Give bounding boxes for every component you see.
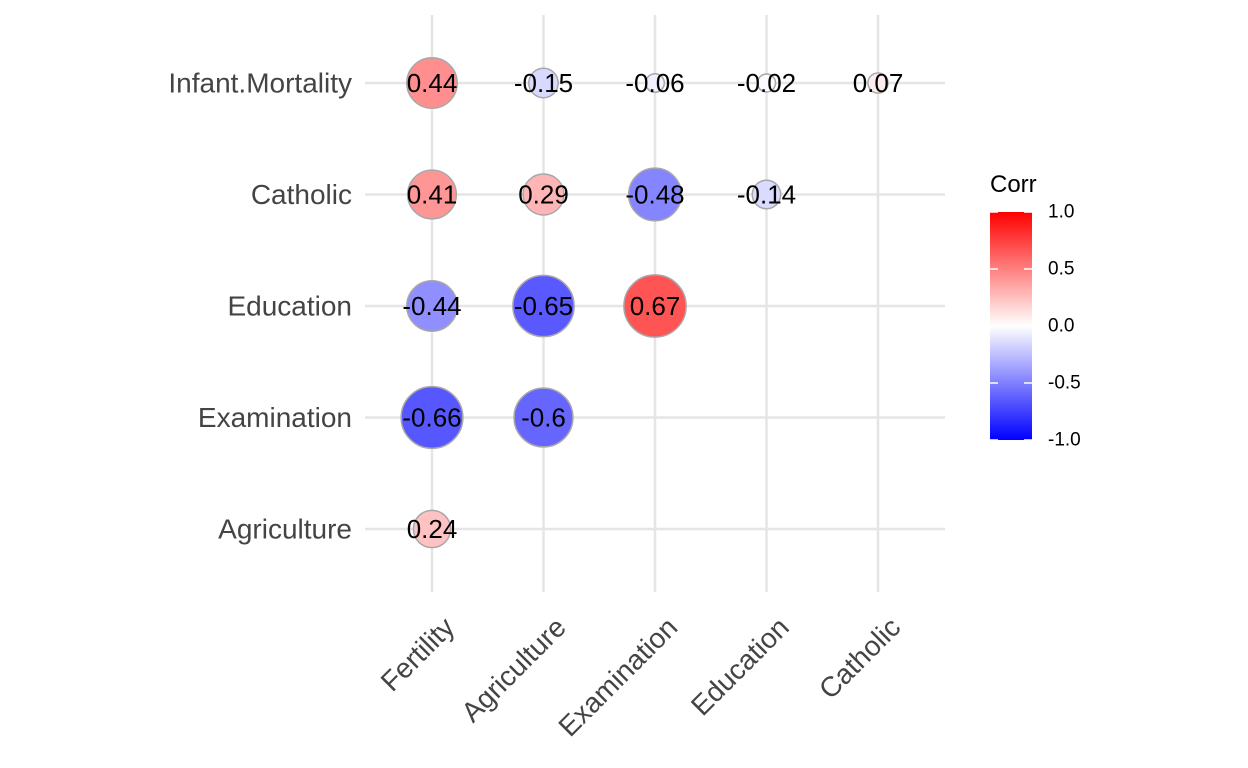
correlation-circle bbox=[522, 173, 565, 216]
y-tick-label: Infant.Mortality bbox=[168, 68, 352, 99]
y-tick-label: Agriculture bbox=[218, 514, 352, 545]
x-tick-label: Education bbox=[685, 611, 795, 721]
correlation-circle bbox=[512, 274, 575, 338]
y-tick-label: Education bbox=[227, 291, 352, 322]
correlation-value-label: 0.41 bbox=[407, 180, 458, 210]
legend-tick-label: 0.5 bbox=[1048, 259, 1074, 280]
correlation-value-label: -0.6 bbox=[521, 403, 566, 433]
correlation-circle bbox=[751, 179, 782, 210]
correlation-value-label: 0.67 bbox=[630, 291, 681, 321]
legend-tick-label: 0.0 bbox=[1048, 316, 1074, 337]
correlation-circle bbox=[513, 387, 574, 448]
correlation-value-label: -0.02 bbox=[737, 68, 796, 98]
legend-tick-label: -1.0 bbox=[1048, 430, 1081, 451]
legend-tick-label: -0.5 bbox=[1048, 373, 1081, 394]
correlation-circle bbox=[528, 67, 559, 99]
correlation-value-label: -0.44 bbox=[402, 291, 461, 321]
correlation-circle bbox=[406, 169, 458, 220]
correlation-value-label: -0.15 bbox=[514, 68, 573, 98]
correlation-circle bbox=[644, 72, 666, 94]
correlation-value-label: 0.07 bbox=[853, 68, 904, 98]
correlation-value-label: -0.06 bbox=[625, 68, 684, 98]
correlation-circle bbox=[627, 167, 683, 222]
x-tick-label: Agriculture bbox=[455, 611, 572, 728]
y-axis-labels: Agriculture Examination Education Catholic I… bbox=[168, 68, 352, 545]
correlation-circle bbox=[756, 73, 777, 93]
color-legend: Corr 1.0 0.5 0.0 -0.5 -1.0 bbox=[990, 171, 1081, 451]
correlation-circle bbox=[400, 385, 464, 450]
correlation-value-label: 0.44 bbox=[407, 68, 458, 98]
legend-title: Corr bbox=[990, 171, 1037, 198]
y-tick-label: Examination bbox=[198, 402, 352, 433]
correlation-value-label: 0.29 bbox=[518, 180, 569, 210]
correlation-value-label: -0.14 bbox=[737, 180, 796, 210]
correlation-circle bbox=[623, 274, 687, 338]
correlation-circle bbox=[406, 57, 458, 109]
x-tick-label: Catholic bbox=[813, 611, 906, 704]
correlation-circle bbox=[406, 280, 458, 332]
correlation-cells: 0.24 -0.66 -0.6 -0.44 -0.65 0.67 0.41 0.29 -0.48… bbox=[400, 57, 904, 549]
legend-ticks: 1.0 0.5 0.0 -0.5 -1.0 bbox=[990, 202, 1081, 451]
x-tick-label: Fertility bbox=[375, 611, 461, 697]
correlation-value-label: -0.65 bbox=[514, 291, 573, 321]
legend-tick-label: 1.0 bbox=[1048, 202, 1074, 223]
y-tick-label: Catholic bbox=[251, 179, 352, 210]
correlation-circle bbox=[412, 509, 452, 549]
correlation-value-label: 0.24 bbox=[407, 514, 458, 544]
correlation-value-label: -0.66 bbox=[402, 403, 461, 433]
correlation-circle bbox=[867, 72, 889, 94]
x-tick-label: Examination bbox=[553, 611, 684, 742]
correlation-value-label: -0.48 bbox=[625, 180, 684, 210]
